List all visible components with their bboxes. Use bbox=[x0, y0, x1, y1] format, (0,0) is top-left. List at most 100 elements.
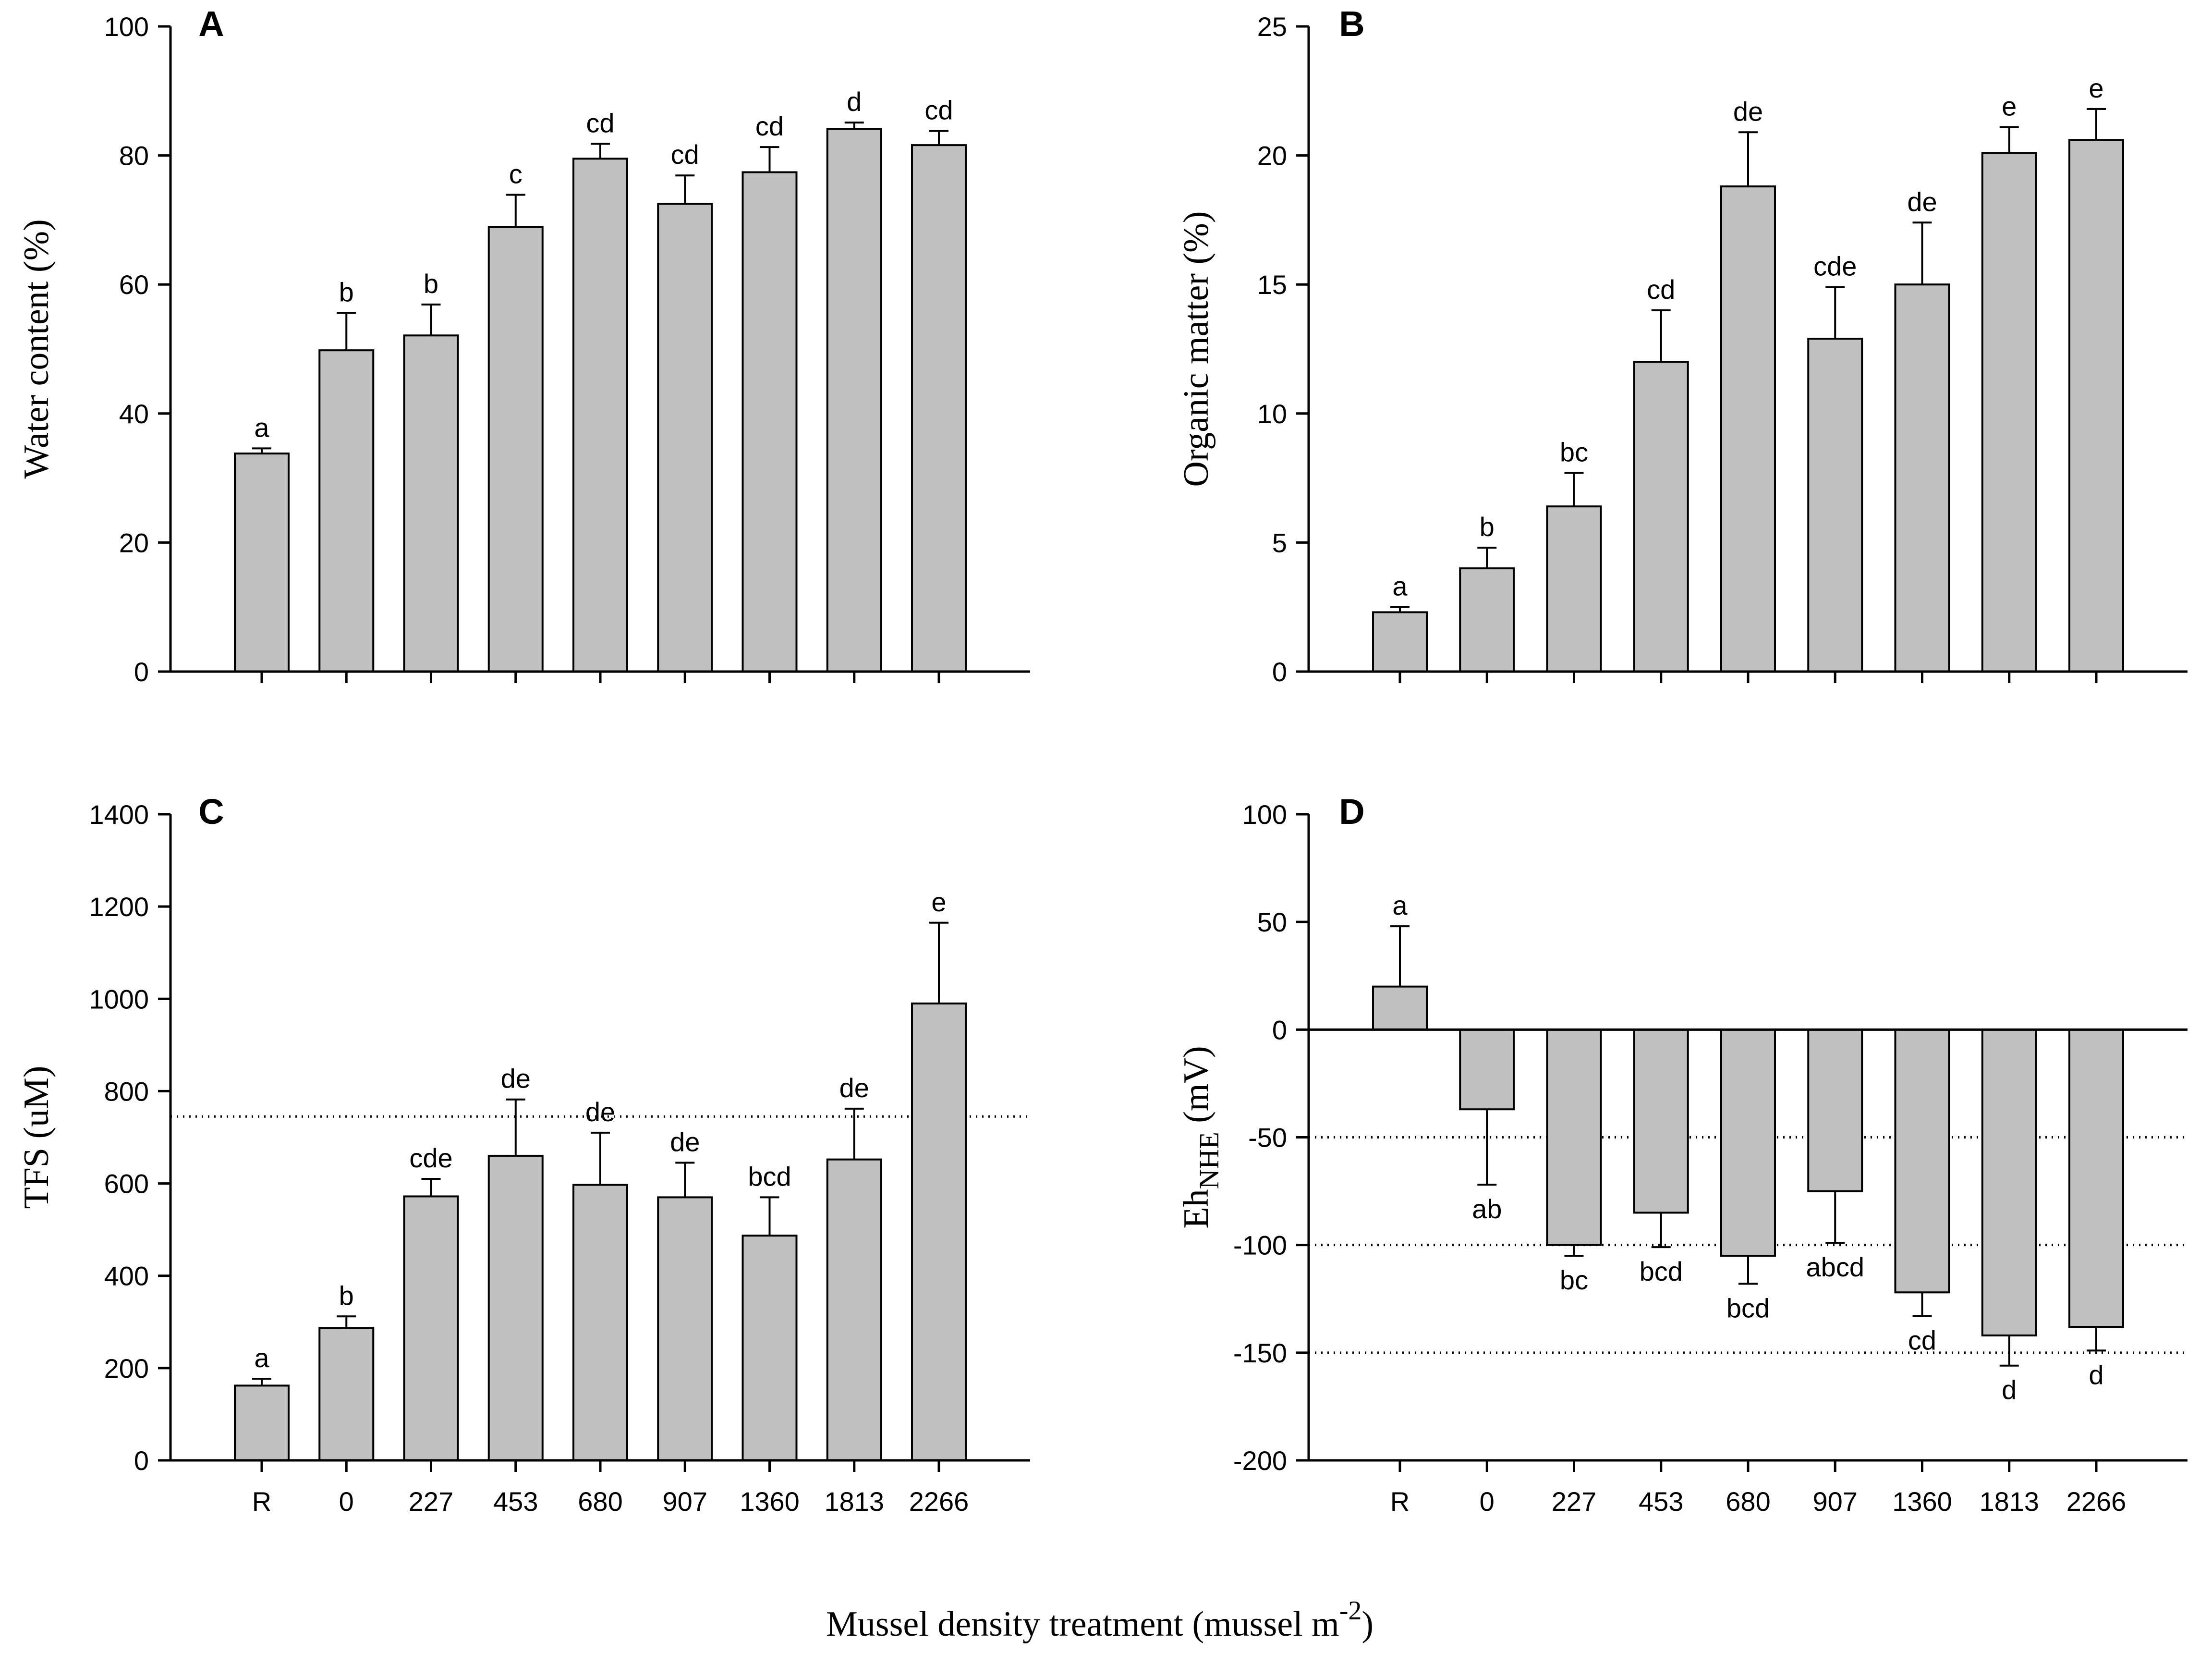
y-axis-title-unit: (mV) bbox=[1177, 1046, 1216, 1132]
y-axis-title-text: TFS (uM) bbox=[17, 1065, 56, 1209]
significance-label: bc bbox=[1560, 1265, 1588, 1295]
bar bbox=[657, 1196, 713, 1461]
bar bbox=[487, 1154, 544, 1461]
significance-label: c bbox=[509, 159, 523, 189]
bar bbox=[1372, 985, 1428, 1031]
bar bbox=[1894, 1029, 1950, 1294]
x-tick-label: 1813 bbox=[1979, 1486, 2039, 1517]
y-axis-title: EhNHE (mV) bbox=[1177, 1046, 1225, 1228]
bar bbox=[1546, 505, 1602, 673]
significance-label: cd bbox=[755, 111, 784, 141]
x-tick-label: R bbox=[252, 1486, 271, 1517]
bar bbox=[1633, 361, 1689, 673]
y-tick-label: 1200 bbox=[89, 892, 149, 922]
y-tick-label: 800 bbox=[104, 1076, 149, 1106]
bar bbox=[826, 128, 882, 673]
significance-label: a bbox=[254, 1343, 269, 1373]
bar bbox=[572, 1184, 628, 1462]
y-tick-label: -100 bbox=[1233, 1230, 1287, 1261]
bar bbox=[234, 453, 290, 673]
y-tick-label: 1400 bbox=[89, 799, 149, 830]
significance-label: b bbox=[1480, 512, 1495, 542]
significance-label: a bbox=[1392, 571, 1408, 601]
bar bbox=[911, 1002, 967, 1461]
y-tick-label: 0 bbox=[1272, 1015, 1287, 1045]
x-tick-label: 1360 bbox=[1892, 1486, 1952, 1517]
significance-label: d bbox=[847, 86, 862, 117]
bar bbox=[1981, 152, 2037, 673]
y-axis-title-text: Water content (%) bbox=[17, 219, 56, 479]
bar bbox=[487, 226, 544, 673]
y-tick-label: -200 bbox=[1233, 1445, 1287, 1476]
bar bbox=[1459, 567, 1515, 673]
significance-label: b bbox=[424, 269, 438, 299]
y-tick-label: 0 bbox=[134, 657, 149, 687]
x-tick-label: 1360 bbox=[740, 1486, 800, 1517]
x-tick-label: 680 bbox=[578, 1486, 622, 1517]
y-tick-label: 25 bbox=[1257, 12, 1287, 42]
bar bbox=[1807, 1029, 1863, 1192]
x-tick-label: 227 bbox=[409, 1486, 453, 1517]
panel-letter: A bbox=[198, 4, 224, 44]
bar bbox=[1546, 1029, 1602, 1246]
significance-label: cd bbox=[924, 95, 953, 125]
significance-label: bcd bbox=[1640, 1256, 1683, 1286]
panel-letter: B bbox=[1339, 4, 1364, 44]
panel-c: a b cde de de de bcd de e 0 200 400 600 800 1000 1200 14… bbox=[17, 792, 1030, 1517]
x-tick-label: 1813 bbox=[824, 1486, 884, 1517]
x-tick-label: 680 bbox=[1726, 1486, 1770, 1517]
bar bbox=[2068, 139, 2124, 673]
significance-label: cd bbox=[1908, 1325, 1936, 1356]
bar bbox=[1720, 185, 1776, 673]
significance-label: a bbox=[254, 412, 269, 442]
bar bbox=[1633, 1029, 1689, 1214]
x-tick-label: 907 bbox=[1813, 1486, 1858, 1517]
significance-label: de bbox=[839, 1073, 869, 1103]
significance-label: ab bbox=[1472, 1194, 1502, 1224]
significance-label: abcd bbox=[1806, 1252, 1864, 1282]
significance-label: bcd bbox=[1726, 1293, 1770, 1323]
x-tick-label: 0 bbox=[339, 1486, 354, 1517]
y-tick-label: 50 bbox=[1257, 907, 1287, 937]
y-tick-label: -50 bbox=[1248, 1123, 1287, 1153]
y-tick-label: 100 bbox=[1242, 799, 1287, 830]
y-axis-title: Water content (%) bbox=[17, 219, 56, 479]
significance-label: cde bbox=[1813, 251, 1857, 282]
y-tick-label: 20 bbox=[1257, 141, 1287, 171]
significance-label: cd bbox=[1647, 274, 1675, 305]
significance-label: de bbox=[1907, 186, 1937, 217]
bar bbox=[826, 1158, 882, 1461]
significance-label: cd bbox=[671, 139, 699, 170]
bar bbox=[657, 203, 713, 673]
y-axis-title: TFS (uM) bbox=[17, 1065, 56, 1209]
bar bbox=[911, 144, 967, 673]
x-tick-label: 2266 bbox=[909, 1486, 969, 1517]
bar bbox=[403, 334, 459, 673]
bar bbox=[234, 1384, 290, 1461]
bar bbox=[741, 171, 798, 673]
x-tick-label: R bbox=[1390, 1486, 1410, 1517]
significance-label: a bbox=[1392, 890, 1408, 920]
y-tick-label: 100 bbox=[104, 12, 149, 42]
x-axis-title: Mussel density treatment (mussel m-2) bbox=[826, 1596, 1373, 1644]
significance-label: cde bbox=[409, 1143, 452, 1173]
bar bbox=[1981, 1029, 2037, 1336]
x-tick-label: 2266 bbox=[2066, 1486, 2127, 1517]
bar bbox=[1807, 338, 1863, 673]
y-tick-label: 60 bbox=[119, 269, 149, 300]
y-tick-label: -150 bbox=[1233, 1338, 1287, 1368]
bar bbox=[1459, 1029, 1515, 1111]
bar bbox=[1894, 283, 1950, 673]
panel-d: a ab bc bcd bcd abcd cd d d -200 -150 -100 -50 0 50 100… bbox=[1177, 792, 2188, 1517]
bar bbox=[318, 349, 375, 673]
panel-letter: C bbox=[198, 792, 224, 832]
significance-label: cd bbox=[586, 108, 614, 138]
y-axis-title-subscript: NHE bbox=[1193, 1132, 1225, 1189]
y-tick-label: 1000 bbox=[89, 984, 149, 1014]
bar bbox=[1720, 1029, 1776, 1257]
significance-label: de bbox=[585, 1097, 615, 1127]
x-tick-label: 227 bbox=[1552, 1486, 1596, 1517]
significance-label: de bbox=[1733, 96, 1763, 126]
y-tick-label: 15 bbox=[1257, 269, 1287, 300]
